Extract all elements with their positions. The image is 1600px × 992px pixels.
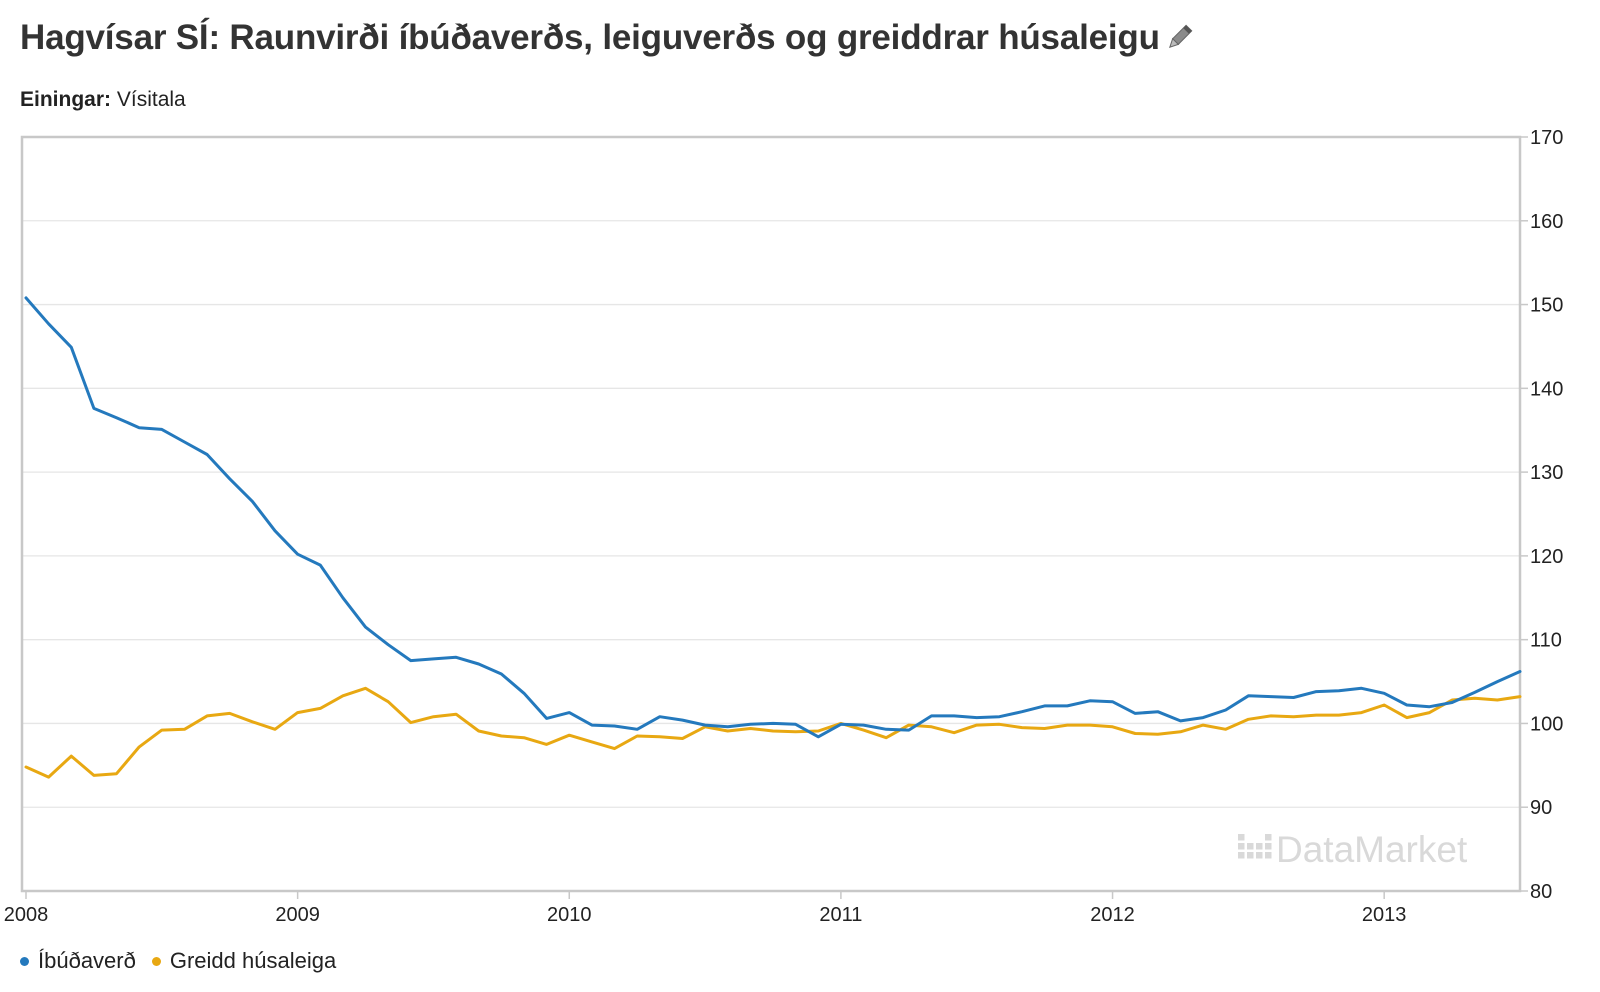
logo-square: [1256, 852, 1263, 859]
x-tick-label: 2011: [819, 904, 862, 926]
logo-square: [1247, 852, 1254, 859]
datamarket-logo-icon: [1238, 834, 1272, 859]
legend-label-ibudaverd: Íbúðaverð: [38, 948, 136, 973]
series-line-ibudaverd: [24, 296, 1522, 739]
units-value: Vísitala: [116, 88, 186, 111]
y-tick-label: 120: [1530, 546, 1563, 568]
pencil-icon[interactable]: [1164, 23, 1194, 53]
logo-square: [1247, 843, 1254, 850]
legend-dot-greidd-husaleiga: [151, 956, 161, 966]
units-line: Einingar: Vísitala: [20, 88, 186, 112]
x-tick-label: 2010: [547, 904, 592, 926]
x-tick-label: 2008: [4, 904, 49, 926]
x-tick-label: 2009: [275, 904, 320, 926]
logo-square: [1238, 843, 1245, 850]
legend-item-greidd-husaleiga[interactable]: Greidd húsaleiga: [151, 948, 337, 974]
datamarket-watermark: DataMarket: [1238, 829, 1468, 870]
watermark-text: DataMarket: [1276, 829, 1468, 870]
series-line-greidd-husaleiga: [24, 686, 1522, 779]
y-tick-label: 90: [1530, 797, 1552, 819]
y-tick-label: 130: [1530, 462, 1563, 484]
logo-square: [1238, 834, 1245, 841]
legend-label-greidd-husaleiga: Greidd húsaleiga: [169, 948, 337, 973]
logo-square: [1265, 843, 1272, 850]
title-row: Hagvísar SÍ: Raunvirði íbúðaverðs, leigu…: [20, 18, 1194, 58]
y-tick-label: 160: [1530, 211, 1563, 233]
y-tick-label: 110: [1530, 630, 1562, 652]
y-tick-label: 150: [1530, 295, 1563, 317]
x-tick-label: 2012: [1090, 904, 1135, 926]
y-axis: 80 90 100 110 120 130 140 150 160 170: [1520, 127, 1563, 903]
logo-square: [1265, 834, 1272, 841]
units-label: Einingar:: [20, 88, 112, 111]
logo-square: [1256, 843, 1263, 850]
y-tick-label: 80: [1530, 881, 1552, 903]
legend-dot-ibudaverd: [20, 956, 29, 966]
logo-square: [1238, 852, 1245, 859]
plot-frame: [20, 135, 1522, 893]
y-tick-label: 140: [1530, 378, 1563, 400]
legend: Íbúðaverð Greidd húsaleiga: [20, 948, 352, 974]
logo-square: [1265, 852, 1272, 859]
x-tick-label: 2013: [1362, 904, 1407, 926]
x-axis: 2008 2009 2010 2011 2012 2013: [4, 891, 1407, 926]
y-tick-label: 100: [1530, 713, 1563, 735]
chart-title: Hagvísar SÍ: Raunvirði íbúðaverðs, leigu…: [20, 18, 1160, 57]
y-tick-label: 170: [1530, 127, 1563, 149]
series-lines: [24, 296, 1522, 779]
legend-item-ibudaverd[interactable]: Íbúðaverð: [20, 948, 136, 974]
